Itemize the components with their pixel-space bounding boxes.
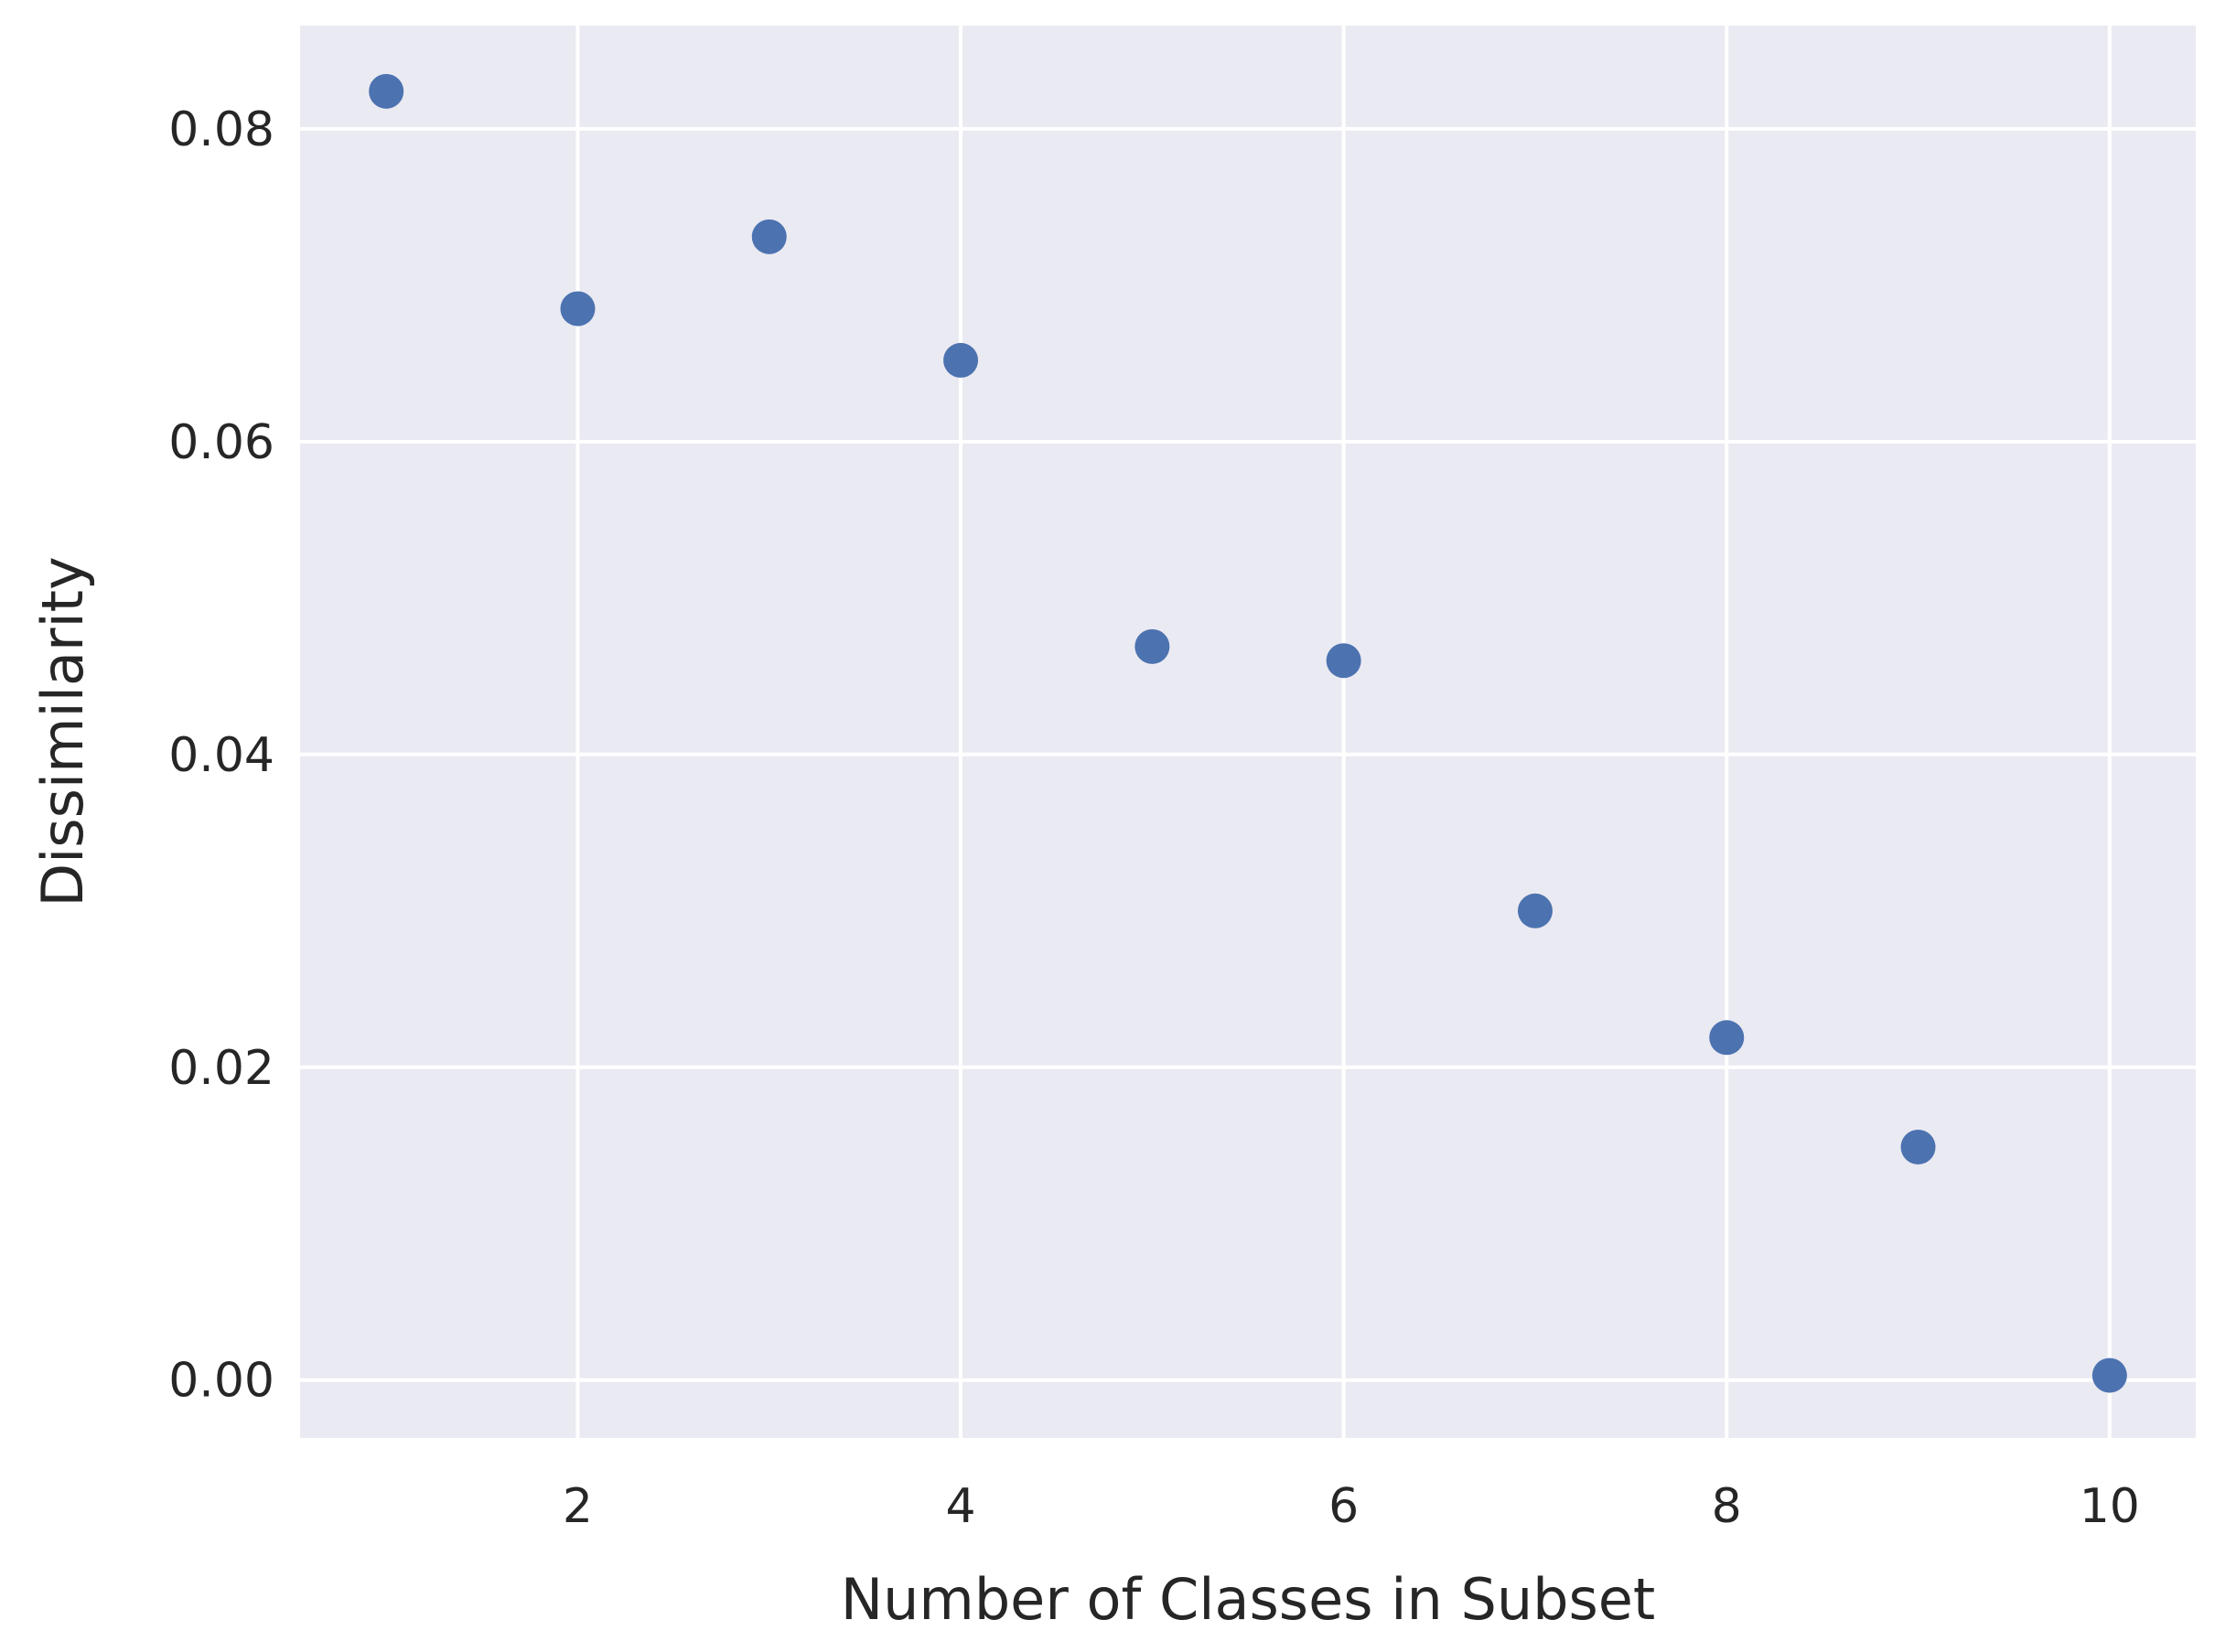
- x-tick-labels: 2 4 6 8 10: [563, 1479, 2140, 1534]
- data-point: [560, 291, 596, 327]
- y-tick-label: 0.02: [168, 1041, 274, 1096]
- x-tick-label: 4: [946, 1479, 976, 1534]
- data-point: [1709, 1020, 1745, 1056]
- y-tick-label: 0.00: [168, 1354, 274, 1409]
- x-axis-label: Number of Classes in Subset: [841, 1566, 1656, 1633]
- data-point: [1900, 1129, 1936, 1164]
- y-axis-label: Dissimilarity: [29, 556, 96, 906]
- y-gridlines: [300, 126, 2196, 1382]
- x-tick-label: 6: [1328, 1479, 1359, 1534]
- x-tick-label: 10: [2080, 1479, 2140, 1534]
- x-tick-label: 8: [1712, 1479, 1742, 1534]
- y-tick-labels: 0.00 0.02 0.04 0.06 0.08: [168, 102, 274, 1409]
- data-point: [1517, 893, 1553, 928]
- x-gridlines: [575, 26, 2112, 1438]
- data-point: [369, 73, 404, 109]
- x-tick-label: 2: [563, 1479, 593, 1534]
- plot-background: [300, 26, 2196, 1438]
- y-tick-label: 0.06: [168, 415, 274, 470]
- data-point: [1326, 643, 1361, 679]
- data-points: [369, 73, 2127, 1393]
- y-tick-label: 0.04: [168, 728, 274, 783]
- data-point: [943, 342, 979, 378]
- data-point: [2091, 1357, 2127, 1393]
- data-point: [751, 219, 787, 254]
- y-tick-label: 0.08: [168, 102, 274, 157]
- data-point: [1134, 628, 1170, 664]
